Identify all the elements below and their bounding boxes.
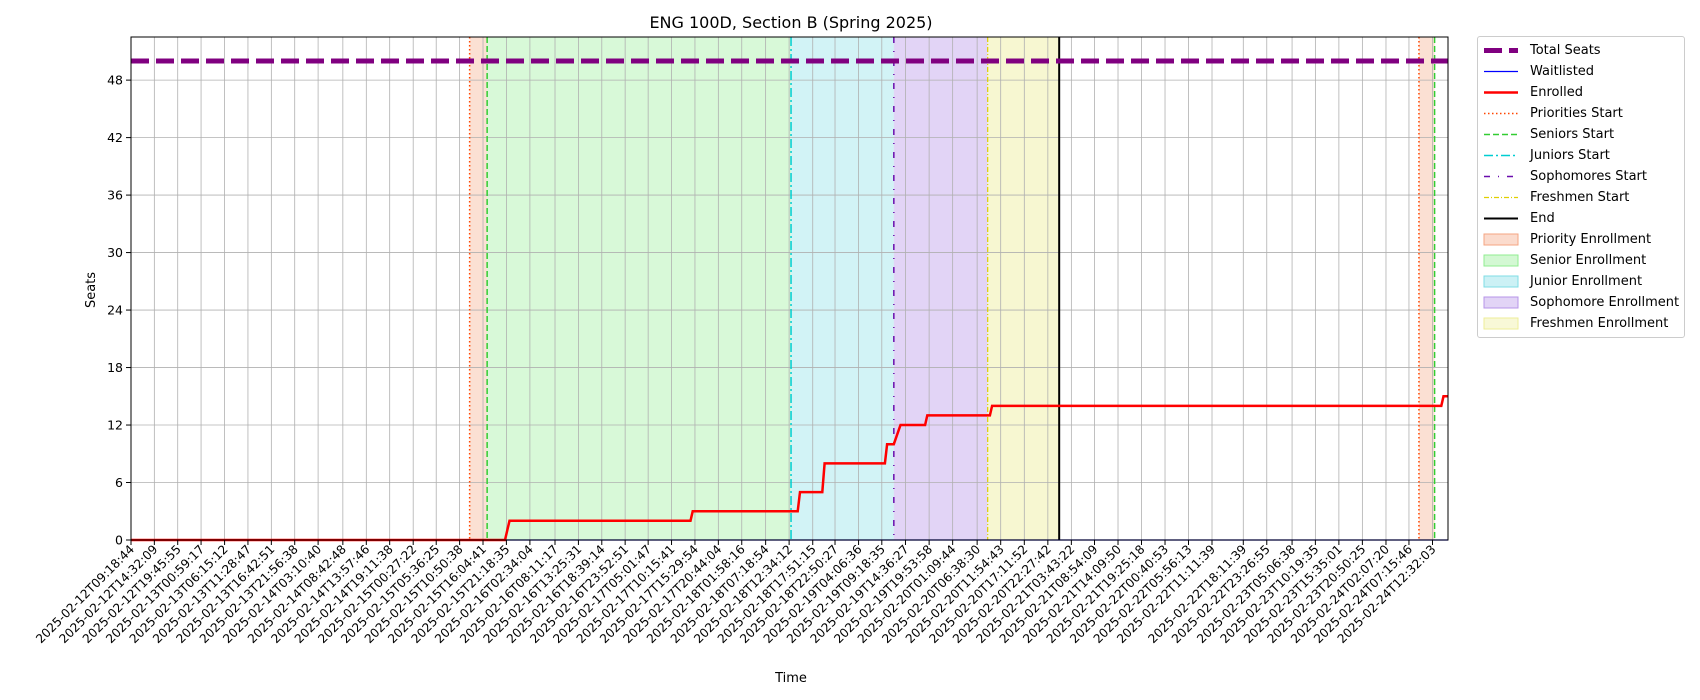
legend-label: Freshmen Enrollment: [1530, 316, 1669, 331]
span-freshmen-enrollment-0: [987, 37, 1060, 540]
legend-swatch: [1483, 254, 1519, 267]
legend-label: Sophomores Start: [1530, 169, 1647, 184]
legend-label: Total Seats: [1530, 43, 1601, 58]
chart-title: ENG 100D, Section B (Spring 2025): [649, 13, 932, 32]
y-tick-label: 6: [115, 475, 123, 490]
legend-patch: [1483, 275, 1519, 288]
y-tick-label: 48: [107, 73, 123, 88]
legend-swatch: [1483, 275, 1519, 288]
legend-swatch: [1484, 112, 1518, 115]
legend-item-sophomore-enrollment: Sophomore Enrollment: [1478, 292, 1684, 313]
legend-swatch: [1484, 154, 1518, 157]
legend-label: Junior Enrollment: [1530, 274, 1643, 289]
legend-swatch: [1483, 296, 1519, 309]
legend-item-priorities-start: Priorities Start: [1478, 103, 1684, 124]
span-senior-enrollment-0: [487, 37, 792, 540]
span-junior-enrollment-0: [791, 37, 894, 540]
y-tick-label: 0: [115, 533, 123, 548]
legend-item-end: End: [1478, 208, 1684, 229]
legend-label: End: [1530, 211, 1555, 226]
series-enrolled: [131, 395, 1448, 542]
legend-item-juniors-start: Juniors Start: [1478, 145, 1684, 166]
legend-label: Sophomore Enrollment: [1530, 295, 1680, 310]
legend-patch: [1483, 254, 1519, 267]
legend-patch: [1483, 233, 1519, 246]
legend-item-senior-enrollment: Senior Enrollment: [1478, 250, 1684, 271]
y-tick-label: 18: [107, 360, 123, 375]
legend-item-enrolled: Enrolled: [1478, 82, 1684, 103]
legend-swatch: [1484, 133, 1518, 136]
span-priority-enrollment-1: [1418, 37, 1435, 540]
legend-patch: [1483, 317, 1519, 330]
legend-item-seniors-start: Seniors Start: [1478, 124, 1684, 145]
legend-item-waitlisted: Waitlisted: [1478, 61, 1684, 82]
legend-patch: [1483, 296, 1519, 309]
legend-swatch: [1484, 91, 1518, 94]
legend-label: Priorities Start: [1530, 106, 1623, 121]
plot-area: 06121824303642482025-02-12T09:18:442025-…: [33, 36, 1449, 646]
legend-item-freshmen-enrollment: Freshmen Enrollment: [1478, 313, 1684, 334]
legend-swatch: [1484, 217, 1518, 220]
legend-swatch: [1483, 233, 1519, 246]
legend-swatch: [1484, 48, 1518, 53]
legend-label: Seniors Start: [1530, 127, 1615, 142]
y-tick-label: 42: [107, 130, 123, 145]
legend-label: Priority Enrollment: [1530, 232, 1652, 247]
legend-item-sophomores-start: Sophomores Start: [1478, 166, 1684, 187]
legend-swatch: [1483, 317, 1519, 330]
legend-label: Senior Enrollment: [1530, 253, 1647, 268]
legend-label: Waitlisted: [1530, 64, 1595, 79]
y-tick-label: 30: [107, 245, 123, 260]
span-sophomore-enrollment-0: [893, 37, 988, 540]
chart-legend: Total Seats Waitlisted Enrolled Priorities …: [1477, 36, 1685, 338]
legend-item-freshmen-start: Freshmen Start: [1478, 187, 1684, 208]
legend-item-priority-enrollment: Priority Enrollment: [1478, 229, 1684, 250]
legend-swatch: [1484, 175, 1518, 178]
y-axis-label: Seats: [84, 272, 99, 308]
y-tick-label: 36: [107, 188, 123, 203]
legend-swatch: [1484, 70, 1518, 73]
x-axis-label: Time: [774, 671, 807, 686]
legend-item-junior-enrollment: Junior Enrollment: [1478, 271, 1684, 292]
y-tick-label: 24: [107, 303, 123, 318]
legend-label: Juniors Start: [1530, 148, 1610, 163]
legend-label: Freshmen Start: [1530, 190, 1630, 205]
legend-swatch: [1484, 196, 1518, 199]
span-priority-enrollment-0: [469, 37, 488, 540]
legend-label: Enrolled: [1530, 85, 1583, 100]
legend-item-total-seats: Total Seats: [1478, 40, 1684, 61]
y-tick-label: 12: [107, 418, 123, 433]
